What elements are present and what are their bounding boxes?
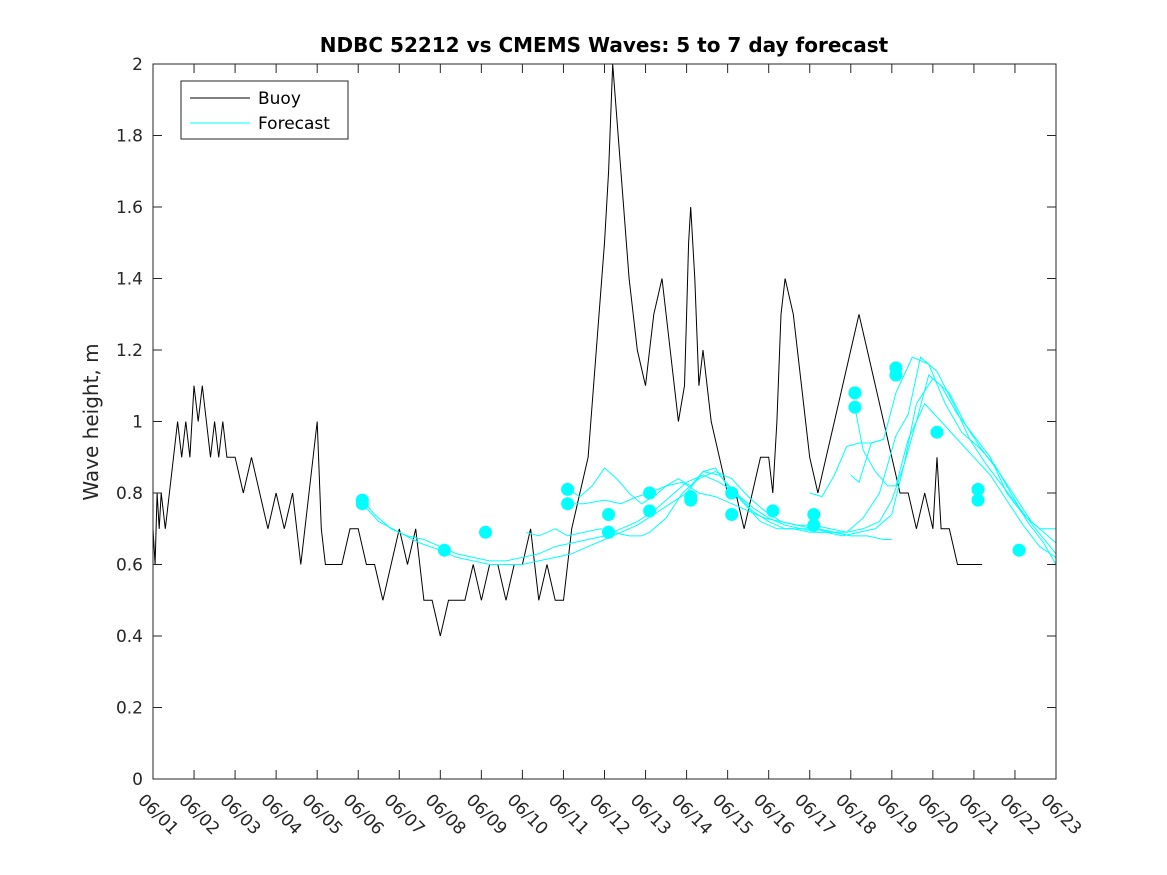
y-tick-label: 0.4 [116, 627, 143, 647]
forecast-marker [807, 518, 821, 532]
forecast-marker [766, 504, 780, 518]
forecast-marker [602, 525, 616, 539]
forecast-marker [971, 493, 985, 507]
y-tick-label: 1.8 [116, 127, 143, 147]
forecast-marker [848, 400, 862, 414]
y-tick-label: 1.2 [116, 341, 143, 361]
forecast-marker [930, 425, 944, 439]
plot-area [152, 63, 1057, 779]
chart-title: NDBC 52212 vs CMEMS Waves: 5 to 7 day fo… [320, 33, 889, 57]
y-tick-label: 0.8 [116, 484, 143, 504]
forecast-marker [643, 486, 657, 500]
forecast-series-line-8 [809, 438, 884, 498]
y-tick-label: 1.4 [116, 270, 143, 290]
forecast-series-line-7 [854, 402, 1057, 558]
forecast-marker [807, 508, 821, 521]
forecast-marker [971, 482, 985, 496]
buoy-series-line [152, 63, 983, 637]
y-tick-label: 2 [132, 55, 143, 75]
y-tick-label: 0 [132, 770, 143, 790]
forecast-marker [848, 386, 862, 400]
forecast-marker [479, 525, 492, 539]
forecast-marker [561, 482, 575, 496]
forecast-marker [355, 497, 369, 511]
y-tick-label: 1 [132, 413, 143, 433]
forecast-marker [1012, 543, 1026, 557]
y-tick-label: 0.2 [116, 699, 143, 719]
legend-forecast-label: Forecast [258, 114, 330, 134]
forecast-series-line-4 [567, 377, 1057, 544]
legend-box [180, 80, 349, 140]
forecast-marker [561, 497, 575, 511]
y-axis-label: Wave height, m [79, 343, 103, 500]
forecast-marker [684, 493, 698, 507]
plot-background [153, 64, 1056, 779]
y-tick-label: 1.6 [116, 198, 143, 218]
forecast-marker [602, 508, 616, 521]
y-tick-label: 0.6 [116, 556, 143, 576]
legend-buoy-label: Buoy [258, 89, 301, 109]
forecast-marker [725, 486, 739, 500]
forecast-marker [643, 504, 657, 518]
forecast-marker [437, 543, 451, 557]
forecast-marker [725, 508, 739, 521]
forecast-marker [889, 368, 903, 382]
legend: Buoy Forecast [180, 80, 349, 140]
